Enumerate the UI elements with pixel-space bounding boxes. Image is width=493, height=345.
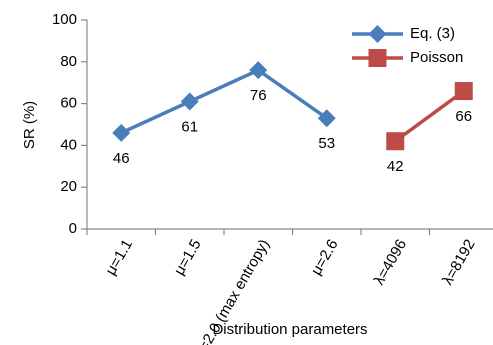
- marker: [180, 92, 199, 111]
- x-tick-label: μ=2.6: [308, 236, 342, 278]
- marker: [368, 25, 387, 43]
- marker: [386, 132, 405, 151]
- series-line: [120, 68, 328, 135]
- data-label: 42: [387, 158, 404, 175]
- data-label: 53: [318, 135, 335, 152]
- x-axis-title: Distribution parameters: [212, 321, 367, 338]
- y-axis-title: SR (%): [21, 101, 38, 149]
- x-tick-label: μ=1.1: [102, 236, 136, 278]
- legend-label: Poisson: [410, 49, 463, 66]
- marker: [317, 109, 336, 128]
- x-tick-label: λ=4096: [371, 236, 411, 287]
- data-label: 66: [455, 108, 472, 125]
- data-label: 46: [113, 150, 130, 167]
- x-tick-label: μ=1.5: [171, 236, 205, 278]
- marker: [112, 123, 131, 142]
- y-tick-label: 40: [60, 136, 77, 153]
- marker: [454, 82, 473, 101]
- series-line: [394, 89, 465, 143]
- y-tick-label: 80: [60, 53, 77, 70]
- data-label: 61: [181, 118, 198, 135]
- legend-label: Eq. (3): [410, 25, 455, 42]
- y-tick-label: 60: [60, 95, 77, 112]
- data-label: 76: [250, 87, 267, 104]
- marker: [368, 49, 387, 67]
- marker: [249, 61, 268, 80]
- y-tick-label: 100: [52, 11, 77, 28]
- y-tick-label: 20: [60, 178, 77, 195]
- y-tick-label: 0: [69, 220, 77, 237]
- x-tick-label: λ=8192: [439, 236, 479, 287]
